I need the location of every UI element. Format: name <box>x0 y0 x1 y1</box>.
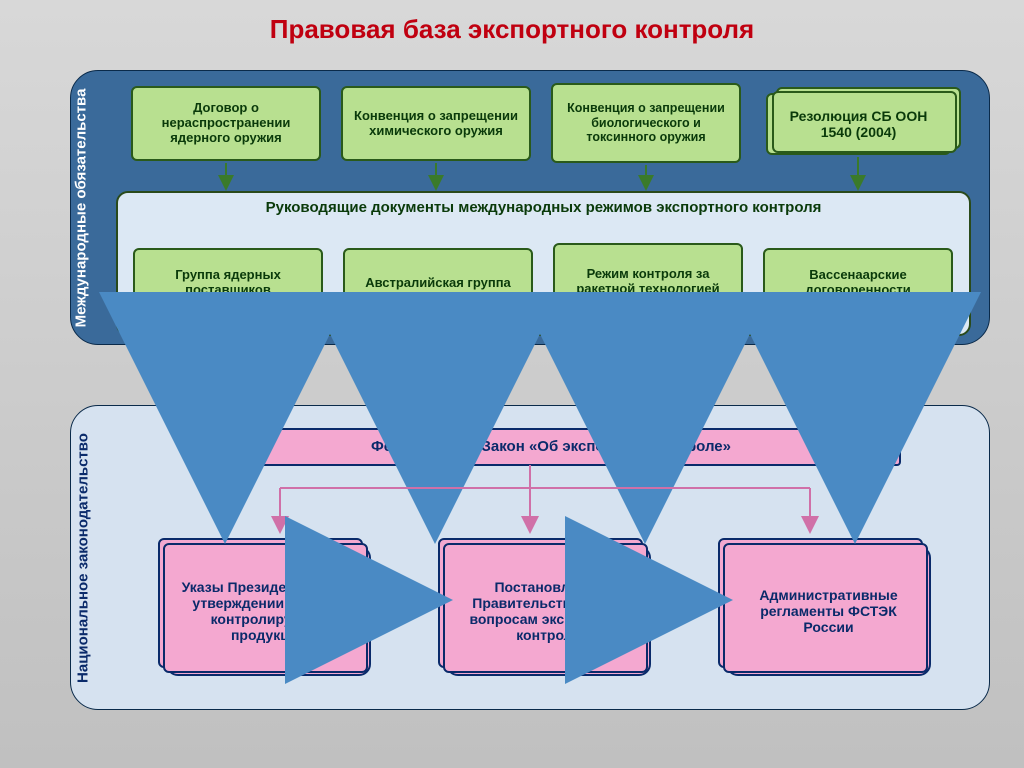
regime-text-1: Австралийская группа <box>365 276 511 291</box>
decree-box-0: Указы Президента РФ об утверждении списк… <box>166 546 371 676</box>
law-box: Федеральный Закон «Об экспортном контрол… <box>201 428 901 466</box>
regime-box-2: Режим контроля за ракетной технологией <box>553 243 743 321</box>
international-label: Международные обязательства <box>73 78 90 338</box>
treaty-box-1: Конвенция о запрещении химического оружи… <box>341 86 531 161</box>
regime-text-0: Группа ядерных поставщиков <box>141 268 315 298</box>
treaty-text-1: Конвенция о запрещении химического оружи… <box>349 109 523 139</box>
treaty-box-2: Конвенция о запрещении биологического и … <box>551 83 741 163</box>
decree-text-0: Указы Президента РФ об утверждении списк… <box>174 579 363 643</box>
regimes-panel: Руководящие документы международных режи… <box>116 191 971 336</box>
national-panel: Национальное законодательство Федеральны… <box>70 405 990 710</box>
regime-text-3: Вассенаарские договоренности <box>771 268 945 298</box>
page-title: Правовая база экспортного контроля <box>0 0 1024 53</box>
regime-text-2: Режим контроля за ракетной технологией <box>561 267 735 297</box>
decree-text-1: Постановления Правительства РФ по вопрос… <box>454 579 643 643</box>
decree-box-2: Административные регламенты ФСТЭК России <box>726 546 931 676</box>
decree-text-2: Административные регламенты ФСТЭК России <box>734 587 923 635</box>
national-label: Национальное законодательство <box>75 428 92 688</box>
law-text: Федеральный Закон «Об экспортном контрол… <box>371 438 731 455</box>
title-text: Правовая база экспортного контроля <box>270 14 754 44</box>
treaty-box-0: Договор о нераспространении ядерного ору… <box>131 86 321 161</box>
treaty-text-3: Резолюция СБ ООН 1540 (2004) <box>774 108 943 140</box>
regime-box-0: Группа ядерных поставщиков <box>133 248 323 318</box>
treaty-text-0: Договор о нераспространении ядерного ору… <box>139 101 313 146</box>
decree-box-1: Постановления Правительства РФ по вопрос… <box>446 546 651 676</box>
treaty-box-3: Резолюция СБ ООН 1540 (2004) <box>766 93 951 155</box>
regimes-title: Руководящие документы международных режи… <box>118 199 969 216</box>
regime-box-3: Вассенаарские договоренности <box>763 248 953 318</box>
treaty-text-2: Конвенция о запрещении биологического и … <box>559 101 733 144</box>
regime-box-1: Австралийская группа <box>343 248 533 318</box>
international-panel: Международные обязательства Договор о не… <box>70 70 990 345</box>
